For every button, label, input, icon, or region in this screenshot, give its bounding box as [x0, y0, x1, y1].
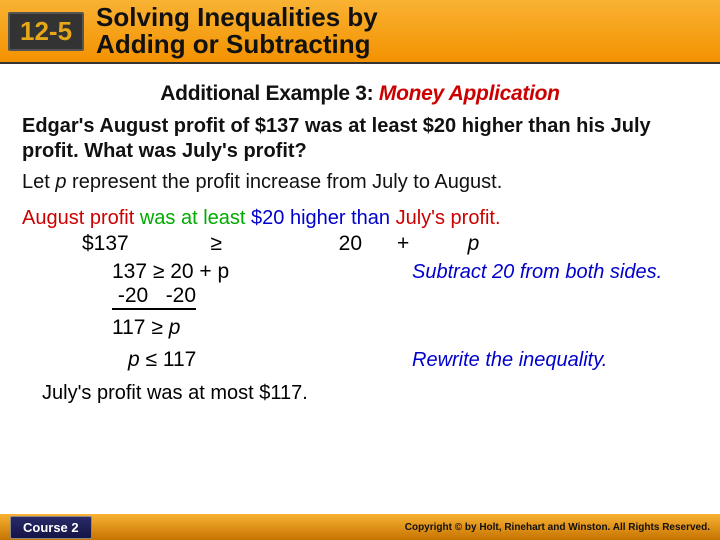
let-statement: Let p represent the profit increase from…	[22, 170, 698, 195]
map-ge: ≥	[210, 232, 222, 255]
mapping-row: $137 ≥ 20 + p	[82, 232, 698, 256]
phrase-july: July's profit.	[390, 207, 501, 229]
work-note2: Rewrite the inequality.	[412, 349, 698, 372]
work-line2: -20 -20	[112, 284, 196, 310]
title-line1: Solving Inequalities by	[96, 4, 378, 31]
lesson-title: Solving Inequalities by Adding or Subtra…	[96, 4, 378, 59]
lesson-badge: 12-5	[8, 12, 84, 51]
copyright-text: Copyright © by Holt, Rinehart and Winsto…	[405, 522, 710, 533]
work-block: 137 ≥ 20 + p -20 -20 Subtract 20 from bo…	[112, 260, 698, 372]
work-note1: Subtract 20 from both sides.	[412, 261, 698, 284]
phrase-higher: $20 higher than	[251, 207, 390, 229]
title-line2: Adding or Subtracting	[96, 31, 378, 58]
example-heading: Additional Example 3: Money Application	[22, 82, 698, 106]
content-area: Additional Example 3: Money Application …	[0, 64, 720, 405]
let-pre: Let	[22, 171, 55, 193]
let-post: represent the profit increase from July …	[66, 171, 502, 193]
work-line1: 137 ≥ 20 + p	[112, 260, 412, 284]
phrase-august: August profit	[22, 207, 134, 229]
phrase-atleast: was at least	[134, 207, 251, 229]
map-20: 20	[339, 232, 362, 255]
work-sub20: -20 -20	[112, 284, 196, 307]
example-prefix: Additional Example 3:	[160, 82, 379, 105]
footer-bar: Course 2 Copyright © by Holt, Rinehart a…	[0, 514, 720, 540]
map-p: p	[468, 232, 480, 255]
course-badge: Course 2	[10, 516, 92, 539]
let-variable: p	[55, 171, 66, 193]
work-le117: ≤ 117	[140, 348, 197, 371]
answer-text: July's profit was at most $117.	[42, 382, 698, 405]
work-p1: p	[169, 316, 181, 339]
work-line3: 117 ≥ p	[112, 316, 698, 340]
map-137: $137	[82, 232, 129, 255]
lesson-header: 12-5 Solving Inequalities by Adding or S…	[0, 0, 720, 64]
sentence-breakdown: August profit was at least $20 higher th…	[22, 207, 698, 230]
map-plus: +	[397, 232, 409, 255]
work-117ge: 117 ≥	[112, 316, 169, 339]
work-p2: p	[128, 348, 140, 371]
problem-text: Edgar's August profit of $137 was at lea…	[22, 114, 698, 164]
example-subtitle: Money Application	[379, 82, 560, 105]
work-eq1: 137 ≥ 20 + p	[112, 260, 229, 283]
